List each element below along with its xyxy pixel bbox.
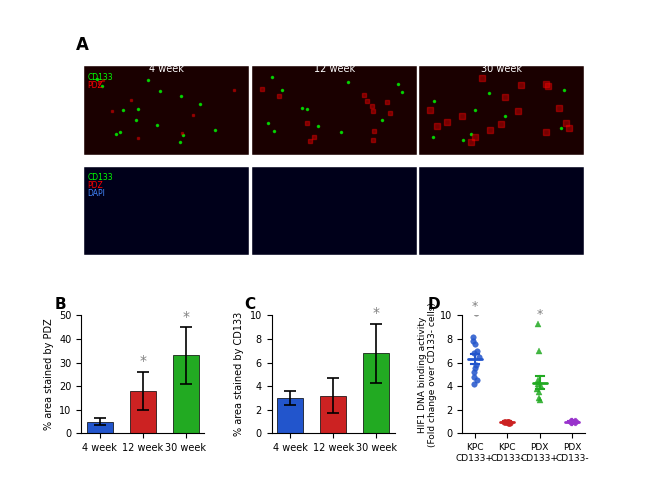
Bar <box>130 391 155 433</box>
Bar <box>419 167 584 255</box>
Y-axis label: % area stained by PDZ: % area stained by PDZ <box>44 318 53 430</box>
Bar <box>173 356 198 433</box>
Bar <box>84 67 249 155</box>
Text: *: * <box>472 300 478 313</box>
Text: *: * <box>182 310 189 323</box>
Text: *: * <box>372 306 380 320</box>
Bar <box>252 67 417 155</box>
Bar <box>252 167 417 255</box>
Text: *: * <box>537 308 543 321</box>
Text: 12 week: 12 week <box>313 64 355 75</box>
Text: CD133: CD133 <box>87 173 113 182</box>
Text: DAPI: DAPI <box>87 189 105 198</box>
Text: A: A <box>76 37 89 55</box>
Text: D: D <box>428 298 440 312</box>
Y-axis label: HIF1 DNA binding activity
(Fold change over CD133- cells): HIF1 DNA binding activity (Fold change o… <box>418 302 437 447</box>
Bar <box>419 67 584 155</box>
Text: PDZ: PDZ <box>87 80 103 90</box>
Text: 4 week: 4 week <box>149 64 184 75</box>
Y-axis label: % area stained by CD133: % area stained by CD133 <box>234 312 244 436</box>
Bar <box>278 398 303 433</box>
Text: *: * <box>139 355 146 369</box>
Text: C: C <box>244 298 256 312</box>
Text: B: B <box>54 298 66 312</box>
Text: CD133: CD133 <box>87 73 113 81</box>
Bar <box>363 353 389 433</box>
Text: PDZ: PDZ <box>87 181 103 190</box>
Text: 30 week: 30 week <box>482 64 523 75</box>
Bar <box>84 167 249 255</box>
Bar <box>320 395 346 433</box>
Bar <box>87 422 112 433</box>
